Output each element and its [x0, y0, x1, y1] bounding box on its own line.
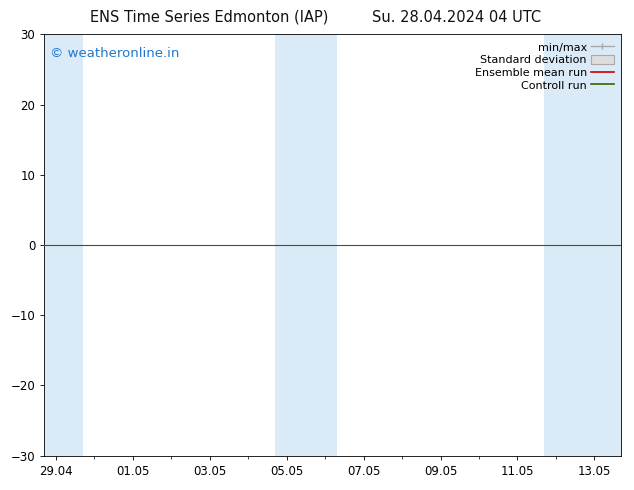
Bar	[567, 34, 621, 456]
Bar	[44, 34, 83, 456]
Text: Su. 28.04.2024 04 UTC: Su. 28.04.2024 04 UTC	[372, 10, 541, 25]
Text: ENS Time Series Edmonton (IAP): ENS Time Series Edmonton (IAP)	[90, 10, 328, 25]
Legend: min/max, Standard deviation, Ensemble mean run, Controll run: min/max, Standard deviation, Ensemble me…	[472, 40, 616, 93]
Text: © weatheronline.in: © weatheronline.in	[50, 47, 179, 60]
Bar	[275, 34, 314, 456]
Bar	[545, 34, 567, 456]
Bar	[314, 34, 337, 456]
